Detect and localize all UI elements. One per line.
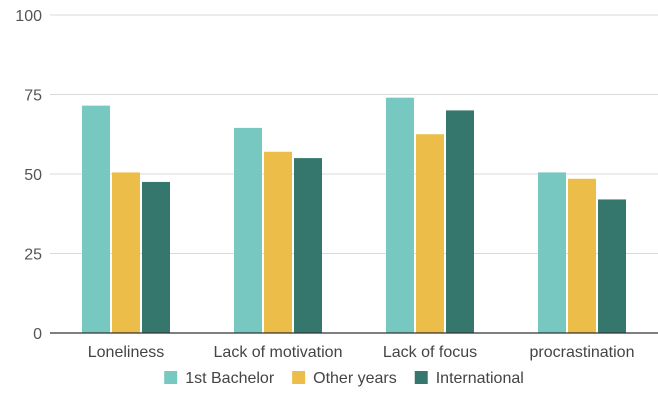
bar-lack-of-focus-1st-bachelor [386, 97, 414, 334]
y-tick-label: 25 [24, 247, 42, 264]
legend-swatch [292, 371, 306, 384]
x-category-label: Lack of motivation [214, 344, 343, 361]
bar-lack-of-motivation-other-years [264, 151, 292, 333]
legend-label: 1st Bachelor [185, 370, 275, 387]
bar-loneliness-other-years [112, 172, 140, 333]
gridlines [50, 14, 658, 254]
legend-label: International [436, 370, 524, 387]
bar-loneliness-1st-bachelor [82, 105, 110, 333]
legend-item: International [414, 370, 524, 387]
x-category-label: procrastination [530, 344, 635, 361]
y-tick-label: 50 [24, 167, 42, 184]
y-tick-label: 0 [33, 326, 42, 343]
x-category-label: Lack of focus [383, 344, 477, 361]
bar-lack-of-focus-other-years [416, 134, 444, 333]
y-tick-label: 75 [24, 88, 42, 105]
x-axis-categories: Loneliness Lack of motivation Lack of focu… [88, 344, 635, 361]
x-category-label: Loneliness [88, 344, 165, 361]
legend-label: Other years [313, 370, 397, 387]
bar-lack-of-motivation-1st-bachelor [234, 127, 262, 333]
bar-lack-of-focus-international [446, 110, 474, 334]
bars [82, 97, 626, 334]
legend-item: 1st Bachelor [164, 370, 275, 387]
legend: 1st Bachelor Other years International [164, 370, 524, 387]
bar-procrastination-1st-bachelor [538, 172, 566, 333]
bar-lack-of-motivation-international [294, 158, 322, 333]
bar-loneliness-international [142, 181, 170, 333]
legend-item: Other years [292, 370, 397, 387]
legend-swatch [414, 371, 428, 384]
y-axis-ticks: 0 25 50 75 100 [15, 8, 42, 343]
y-tick-label: 100 [15, 8, 42, 25]
bar-procrastination-other-years [568, 178, 596, 333]
bar-procrastination-international [598, 199, 626, 333]
legend-swatch [164, 371, 178, 384]
